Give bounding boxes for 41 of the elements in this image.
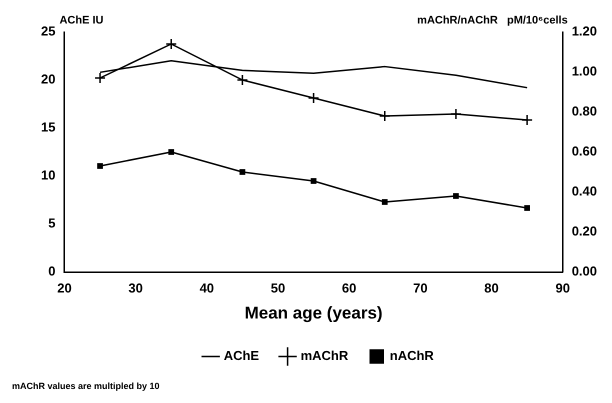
y-tick-label: 15 — [40, 120, 56, 135]
x-tick-label: 80 — [484, 280, 499, 296]
point — [382, 199, 388, 205]
y-axis-title: AChE IU — [59, 14, 104, 27]
y2-tick-label: 0.80 — [572, 104, 598, 119]
x-axis-title: Mean age (years) — [244, 303, 383, 322]
y2-tick-label: 1.20 — [572, 24, 598, 39]
x-tick-label: 90 — [555, 280, 570, 296]
point — [168, 149, 174, 155]
y2-tick-label: 1.00 — [572, 64, 598, 79]
y2-tick-label: 0.00 — [572, 264, 598, 279]
point — [97, 163, 103, 169]
legend-label: AChE — [224, 348, 260, 364]
x-tick-label: 30 — [128, 280, 143, 296]
point — [310, 178, 316, 184]
point — [450, 108, 462, 120]
y2-axis-title: mAChR/nAChR pM/10⁶cells — [417, 14, 568, 27]
text: mAChR values are multipled by 10 — [12, 380, 160, 391]
y2-tick-label: 0.40 — [572, 184, 598, 199]
y2-tick-label: 0.20 — [572, 224, 598, 239]
legend-label: nAChR — [390, 348, 434, 364]
point — [453, 193, 459, 199]
point — [379, 110, 391, 122]
y-tick-label: 0 — [48, 264, 56, 279]
point — [236, 74, 248, 86]
x-tick-label: 70 — [413, 280, 428, 296]
x-tick-label: 50 — [270, 280, 286, 296]
y-tick-label: 5 — [48, 216, 56, 231]
x-tick-label: 60 — [342, 280, 356, 296]
point — [521, 114, 533, 126]
y-tick-label: 25 — [40, 24, 56, 39]
point — [524, 205, 530, 211]
y-tick-label: 20 — [40, 72, 56, 87]
point — [240, 169, 246, 175]
legend-label: mAChR — [300, 348, 349, 364]
y2-tick-label: 0.60 — [572, 144, 598, 159]
point — [165, 38, 177, 50]
x-tick-label: 40 — [200, 280, 214, 296]
point — [308, 92, 320, 104]
y-tick-label: 10 — [40, 168, 56, 183]
point — [94, 72, 106, 84]
